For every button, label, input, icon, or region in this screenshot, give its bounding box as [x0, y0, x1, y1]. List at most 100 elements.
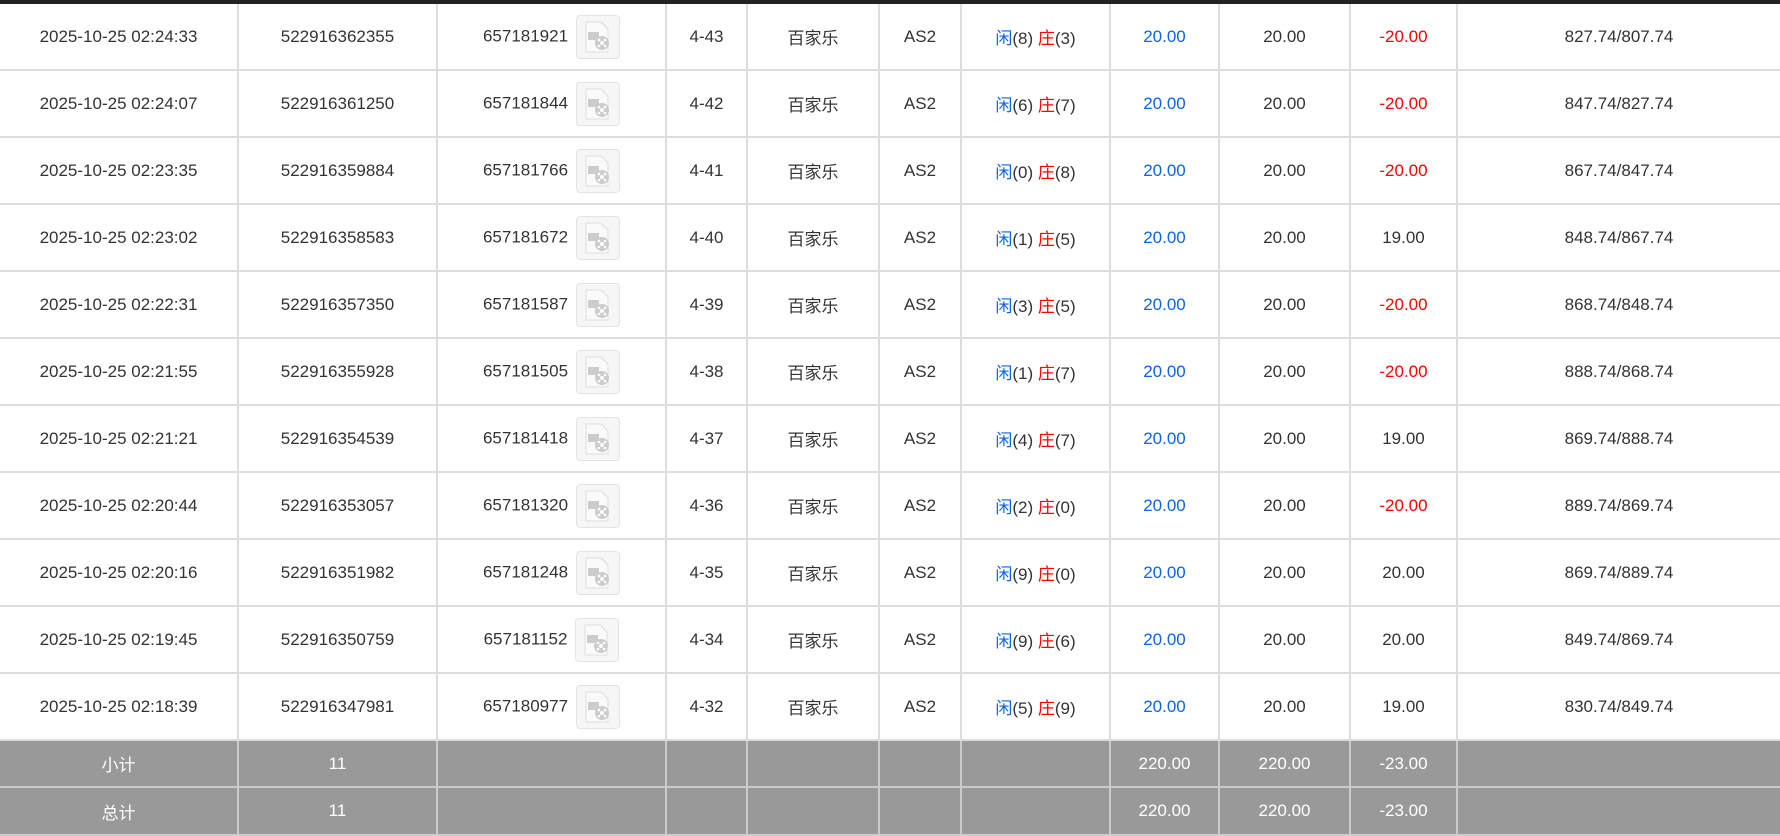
shoe-round: 4-43 [665, 4, 748, 71]
table-row: 2025-10-25 02:20:44 522916353057 6571813… [0, 472, 1780, 540]
game-type: 百家乐 [746, 271, 880, 339]
player-label: 闲 [995, 699, 1013, 718]
table-name: AS2 [878, 70, 962, 138]
table-row: 2025-10-25 02:20:16 522916351982 6571812… [0, 539, 1780, 607]
banker-score: (3) [1054, 29, 1076, 48]
player-label: 闲 [995, 364, 1013, 383]
total-bet: 220.00 [1109, 787, 1220, 836]
video-replay-icon[interactable] [576, 416, 621, 461]
video-replay-icon[interactable] [576, 550, 621, 595]
round-id: 657181320 [482, 494, 569, 514]
video-replay-icon[interactable] [576, 483, 621, 528]
table-row: 2025-10-25 02:24:07 522916361250 6571818… [0, 70, 1780, 138]
bet-time: 2025-10-25 02:23:02 [0, 204, 239, 272]
result: 闲(6) 庄(7) [960, 70, 1111, 138]
shoe-round: 4-35 [665, 539, 748, 607]
round-id-cell: 657181418 [436, 405, 667, 473]
round-id-cell: 657180977 [436, 673, 667, 741]
banker-label: 庄 [1037, 230, 1055, 249]
video-replay-icon[interactable] [576, 81, 621, 126]
win-loss: -20.00 [1349, 137, 1458, 205]
table-name: AS2 [878, 539, 962, 607]
bet-records-table: 2025-10-25 02:24:33 522916362355 6571819… [0, 4, 1780, 836]
balance: 868.74/848.74 [1456, 271, 1780, 339]
bet-amount: 20.00 [1109, 673, 1220, 741]
player-score: (2) [1012, 498, 1034, 517]
balance: 867.74/847.74 [1456, 137, 1780, 205]
banker-score: (5) [1054, 297, 1076, 316]
round-id: 657181152 [483, 628, 568, 648]
bet-time: 2025-10-25 02:18:39 [0, 673, 239, 741]
game-type: 百家乐 [746, 338, 880, 406]
table-name: AS2 [878, 405, 962, 473]
game-type: 百家乐 [746, 539, 880, 607]
bet-time: 2025-10-25 02:23:35 [0, 137, 239, 205]
win-loss: -20.00 [1349, 338, 1458, 406]
valid-bet: 20.00 [1218, 4, 1351, 71]
video-replay-icon[interactable] [576, 349, 621, 394]
video-replay-icon[interactable] [576, 148, 621, 193]
player-score: (4) [1012, 431, 1034, 450]
subtotal-win: -23.00 [1349, 740, 1458, 788]
valid-bet: 20.00 [1218, 137, 1351, 205]
banker-label: 庄 [1037, 96, 1055, 115]
win-loss: 19.00 [1349, 204, 1458, 272]
game-type: 百家乐 [746, 204, 880, 272]
round-id: 657181672 [482, 226, 569, 246]
bet-amount: 20.00 [1109, 338, 1220, 406]
result: 闲(3) 庄(5) [960, 271, 1111, 339]
video-replay-icon[interactable] [576, 282, 621, 327]
shoe-round: 4-36 [665, 472, 748, 540]
banker-score: (6) [1054, 632, 1076, 651]
balance: 869.74/888.74 [1456, 405, 1780, 473]
valid-bet: 20.00 [1218, 271, 1351, 339]
table-row: 2025-10-25 02:21:55 522916355928 6571815… [0, 338, 1780, 406]
round-id-cell: 657181320 [436, 472, 667, 540]
player-score: (0) [1012, 163, 1034, 182]
shoe-round: 4-42 [665, 70, 748, 138]
round-id-cell: 657181766 [436, 137, 667, 205]
valid-bet: 20.00 [1218, 606, 1351, 674]
banker-label: 庄 [1037, 498, 1055, 517]
banker-score: (5) [1054, 230, 1076, 249]
subtotal-row: 小计 11 220.00 220.00 -23.00 [0, 740, 1780, 788]
banker-score: (0) [1054, 565, 1076, 584]
round-id-cell: 657181844 [436, 70, 667, 138]
video-replay-icon[interactable] [576, 215, 621, 260]
round-id-cell: 657181248 [436, 539, 667, 607]
win-loss: 20.00 [1349, 606, 1458, 674]
round-id-cell: 657181587 [436, 271, 667, 339]
player-label: 闲 [995, 297, 1013, 316]
balance: 848.74/867.74 [1456, 204, 1780, 272]
video-replay-icon[interactable] [576, 14, 621, 59]
player-score: (9) [1012, 565, 1034, 584]
table-row: 2025-10-25 02:21:21 522916354539 6571814… [0, 405, 1780, 473]
bet-amount: 20.00 [1109, 539, 1220, 607]
game-type: 百家乐 [746, 4, 880, 71]
bet-time: 2025-10-25 02:21:55 [0, 338, 239, 406]
bet-id: 522916353057 [237, 472, 438, 540]
game-type: 百家乐 [746, 673, 880, 741]
valid-bet: 20.00 [1218, 673, 1351, 741]
valid-bet: 20.00 [1218, 204, 1351, 272]
bet-id: 522916359884 [237, 137, 438, 205]
subtotal-label: 小计 [0, 740, 239, 788]
bet-amount: 20.00 [1109, 472, 1220, 540]
banker-label: 庄 [1037, 297, 1055, 316]
table-row: 2025-10-25 02:19:45 522916350759 6571811… [0, 606, 1780, 674]
round-id-cell: 657181152 [436, 606, 667, 674]
total-win: -23.00 [1349, 787, 1458, 836]
bet-id: 522916354539 [237, 405, 438, 473]
video-replay-icon[interactable] [576, 684, 621, 729]
win-loss: -20.00 [1349, 472, 1458, 540]
balance: 847.74/827.74 [1456, 70, 1780, 138]
table-name: AS2 [878, 271, 962, 339]
shoe-round: 4-32 [665, 673, 748, 741]
shoe-round: 4-34 [665, 606, 748, 674]
video-replay-icon[interactable] [575, 617, 620, 662]
bet-time: 2025-10-25 02:20:16 [0, 539, 239, 607]
bet-amount: 20.00 [1109, 405, 1220, 473]
bet-id: 522916355928 [237, 338, 438, 406]
round-id: 657180977 [482, 695, 569, 715]
banker-score: (0) [1054, 498, 1076, 517]
